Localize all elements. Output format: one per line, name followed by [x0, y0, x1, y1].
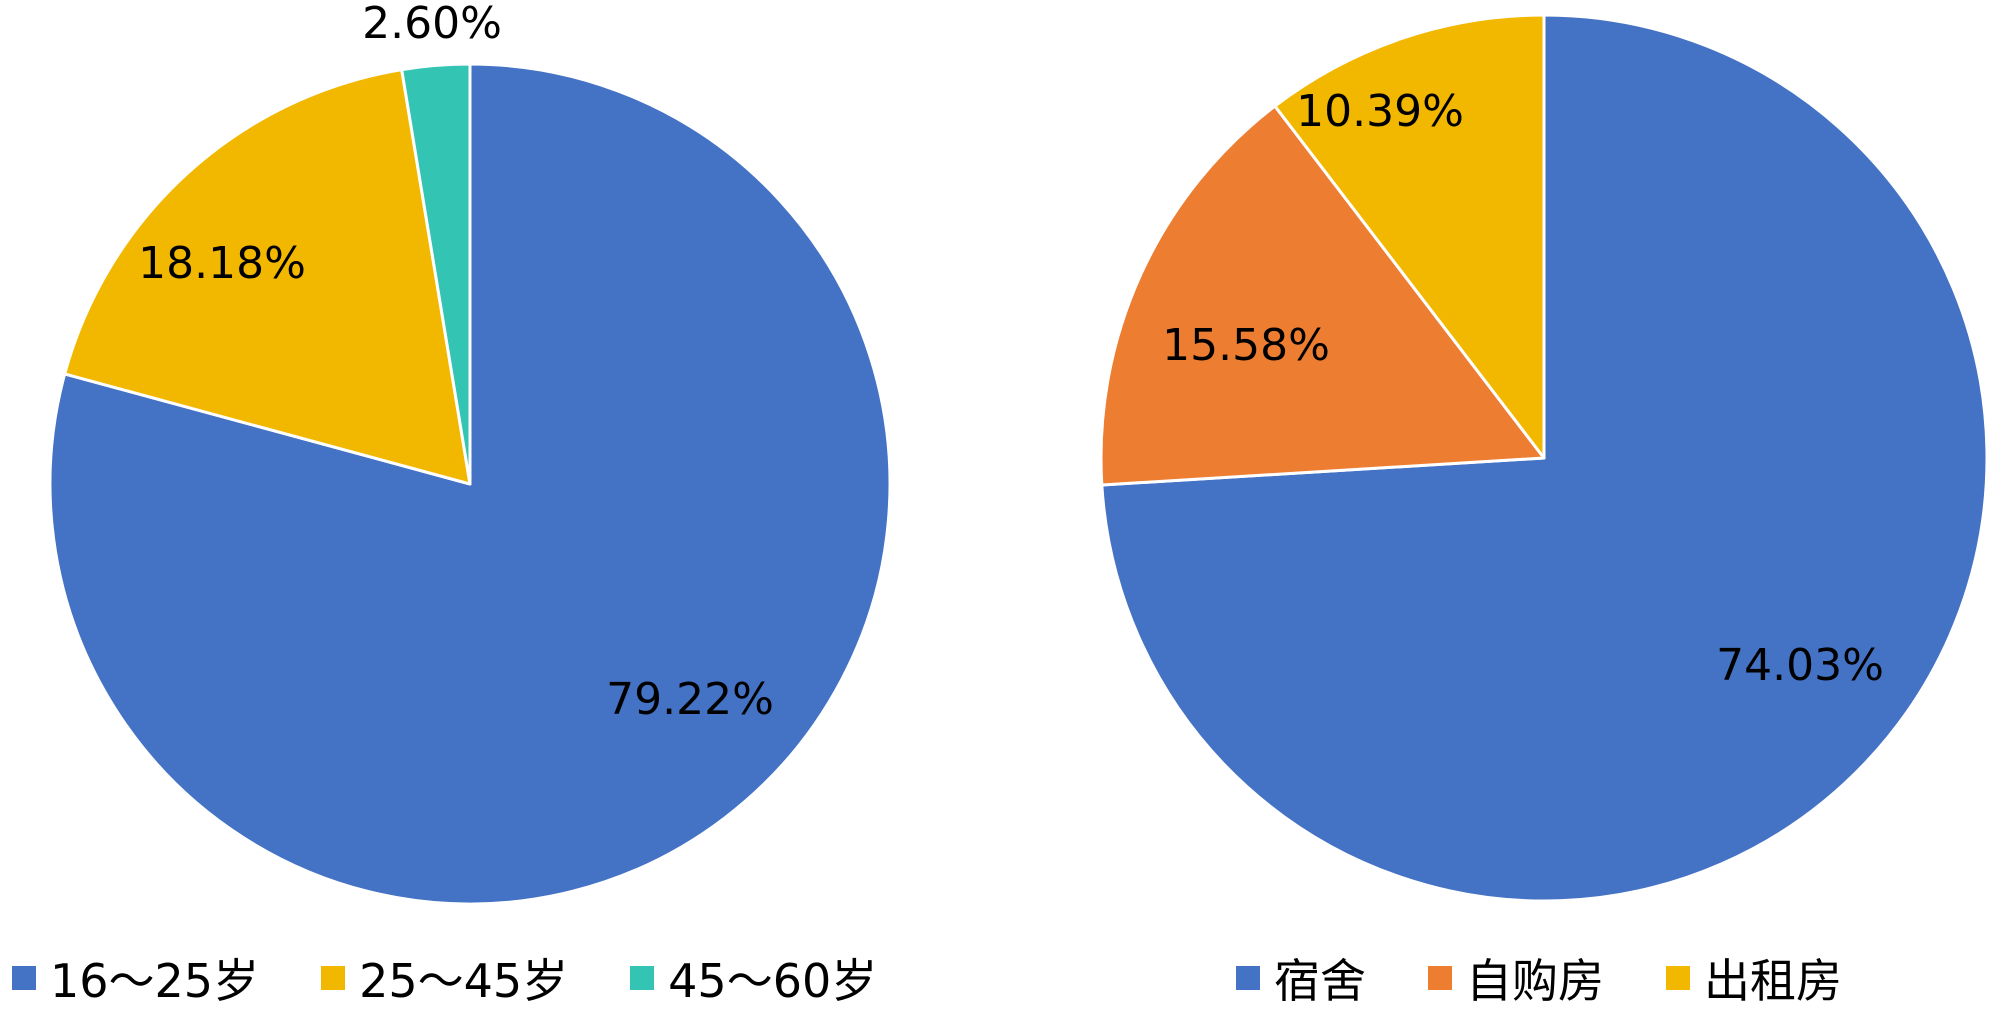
pie-chart-housing: 74.03% 15.58% 10.39%	[1099, 13, 1989, 903]
slice-age-25-45	[63, 68, 472, 486]
legend-item-age-45-60: 45～60岁	[630, 945, 877, 1011]
slice-age-45-60-label: 2.60%	[362, 0, 502, 49]
legend-swatch	[1666, 966, 1690, 990]
legend-housing: 宿舍 自购房 出租房	[1236, 948, 1842, 1008]
legend-label: 16～25岁	[50, 954, 260, 1008]
legend-item-dormitory: 宿舍	[1236, 945, 1366, 1011]
legend-label: 25～45岁	[359, 954, 569, 1008]
legend-age: 16～25岁 25～45岁 45～60岁	[12, 948, 877, 1008]
slice-age-45-60	[400, 62, 472, 486]
slice-owned-house-label: 15.58%	[1162, 320, 1330, 371]
legend-item-age-16-25: 16～25岁	[12, 945, 259, 1011]
legend-label: 出租房	[1704, 954, 1842, 1008]
legend-swatch	[1428, 966, 1452, 990]
legend-item-rented-house: 出租房	[1666, 945, 1842, 1011]
legend-label: 宿舍	[1274, 954, 1366, 1008]
pie-chart-age: 79.22% 18.18% 2.60%	[48, 0, 892, 906]
legend-swatch	[1236, 966, 1260, 990]
slice-rented-house	[1273, 13, 1546, 460]
slice-age-25-45-label: 18.18%	[138, 238, 306, 289]
slice-dormitory-label: 74.03%	[1716, 640, 1884, 691]
legend-swatch	[630, 966, 655, 990]
legend-swatch	[12, 966, 36, 990]
legend-label: 自购房	[1466, 954, 1604, 1008]
legend-item-age-25-45: 25～45岁	[321, 945, 568, 1011]
legend-item-owned-house: 自购房	[1428, 945, 1604, 1011]
legend-label: 45～60岁	[668, 954, 878, 1008]
slice-age-16-25-label: 79.22%	[606, 674, 774, 725]
legend-swatch	[321, 966, 346, 990]
slice-rented-house-label: 10.39%	[1296, 86, 1464, 137]
slice-owned-house	[1099, 104, 1546, 487]
